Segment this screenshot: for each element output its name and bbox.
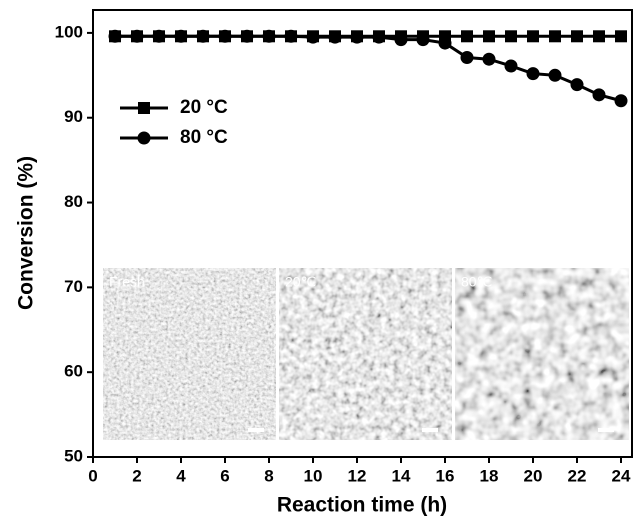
x-tick-label: 20 bbox=[524, 466, 543, 485]
sem-image bbox=[103, 268, 276, 440]
data-point bbox=[416, 33, 430, 47]
x-tick-label: 10 bbox=[304, 466, 323, 485]
sem-insets: Fresh 20℃ 80℃ bbox=[103, 268, 629, 440]
data-point bbox=[592, 88, 606, 102]
inset-label: 80℃ bbox=[461, 274, 492, 290]
y-axis-title: Conversion (%) bbox=[15, 156, 38, 310]
x-tick-label: 2 bbox=[132, 466, 141, 485]
plot-frame bbox=[92, 9, 633, 458]
data-point bbox=[284, 29, 298, 43]
data-point bbox=[571, 30, 583, 43]
x-tick-label: 0 bbox=[88, 466, 97, 485]
y-tick-label: 50 bbox=[64, 446, 83, 465]
data-point bbox=[262, 29, 276, 43]
data-point bbox=[526, 67, 540, 81]
data-point bbox=[483, 30, 495, 43]
data-point bbox=[372, 30, 386, 44]
data-point bbox=[240, 29, 254, 43]
data-point bbox=[505, 30, 517, 43]
data-point bbox=[196, 29, 210, 43]
scale-bar bbox=[248, 428, 264, 432]
data-point bbox=[614, 94, 628, 108]
data-point bbox=[461, 30, 473, 43]
y-tick-label: 60 bbox=[64, 362, 83, 381]
x-tick-label: 18 bbox=[480, 466, 499, 485]
x-tick-label: 8 bbox=[264, 466, 273, 485]
data-point bbox=[350, 30, 364, 44]
inset-label: 20℃ bbox=[285, 274, 316, 290]
sem-image bbox=[455, 268, 629, 440]
inset-label: Fresh bbox=[109, 274, 145, 290]
data-point bbox=[549, 30, 561, 43]
y-tick-label: 100 bbox=[55, 22, 83, 41]
y-tick-label: 70 bbox=[64, 277, 83, 296]
legend-marker bbox=[138, 102, 150, 114]
data-point bbox=[152, 29, 166, 43]
x-tick-label: 16 bbox=[436, 466, 455, 485]
x-tick-label: 6 bbox=[220, 466, 229, 485]
scale-bar bbox=[598, 428, 614, 432]
data-point bbox=[394, 33, 408, 47]
data-point bbox=[504, 59, 518, 73]
data-point bbox=[328, 30, 342, 44]
data-point bbox=[306, 30, 320, 44]
x-axis-title: Reaction time (h) bbox=[277, 494, 447, 517]
data-point bbox=[218, 29, 232, 43]
data-point bbox=[108, 29, 122, 43]
x-tick-label: 22 bbox=[568, 466, 587, 485]
x-tick-label: 24 bbox=[612, 466, 631, 485]
x-tick-label: 14 bbox=[392, 466, 411, 485]
data-point bbox=[527, 30, 539, 43]
data-point bbox=[615, 30, 627, 43]
sem-image bbox=[279, 268, 452, 440]
legend-label: 80 °C bbox=[180, 127, 228, 148]
data-point bbox=[482, 52, 496, 66]
legend-label: 20 °C bbox=[180, 97, 228, 118]
data-point bbox=[438, 36, 452, 50]
data-point bbox=[460, 50, 474, 64]
series-line bbox=[115, 34, 622, 103]
y-tick-label: 80 bbox=[64, 192, 83, 211]
data-point bbox=[130, 29, 144, 43]
x-tick-label: 4 bbox=[176, 466, 186, 485]
data-point bbox=[174, 29, 188, 43]
scale-bar bbox=[422, 428, 438, 432]
data-point bbox=[548, 68, 562, 82]
y-tick-label: 90 bbox=[64, 107, 83, 126]
data-point bbox=[593, 30, 605, 43]
legend-marker bbox=[137, 131, 151, 145]
data-point bbox=[570, 78, 584, 92]
x-tick-label: 12 bbox=[348, 466, 367, 485]
